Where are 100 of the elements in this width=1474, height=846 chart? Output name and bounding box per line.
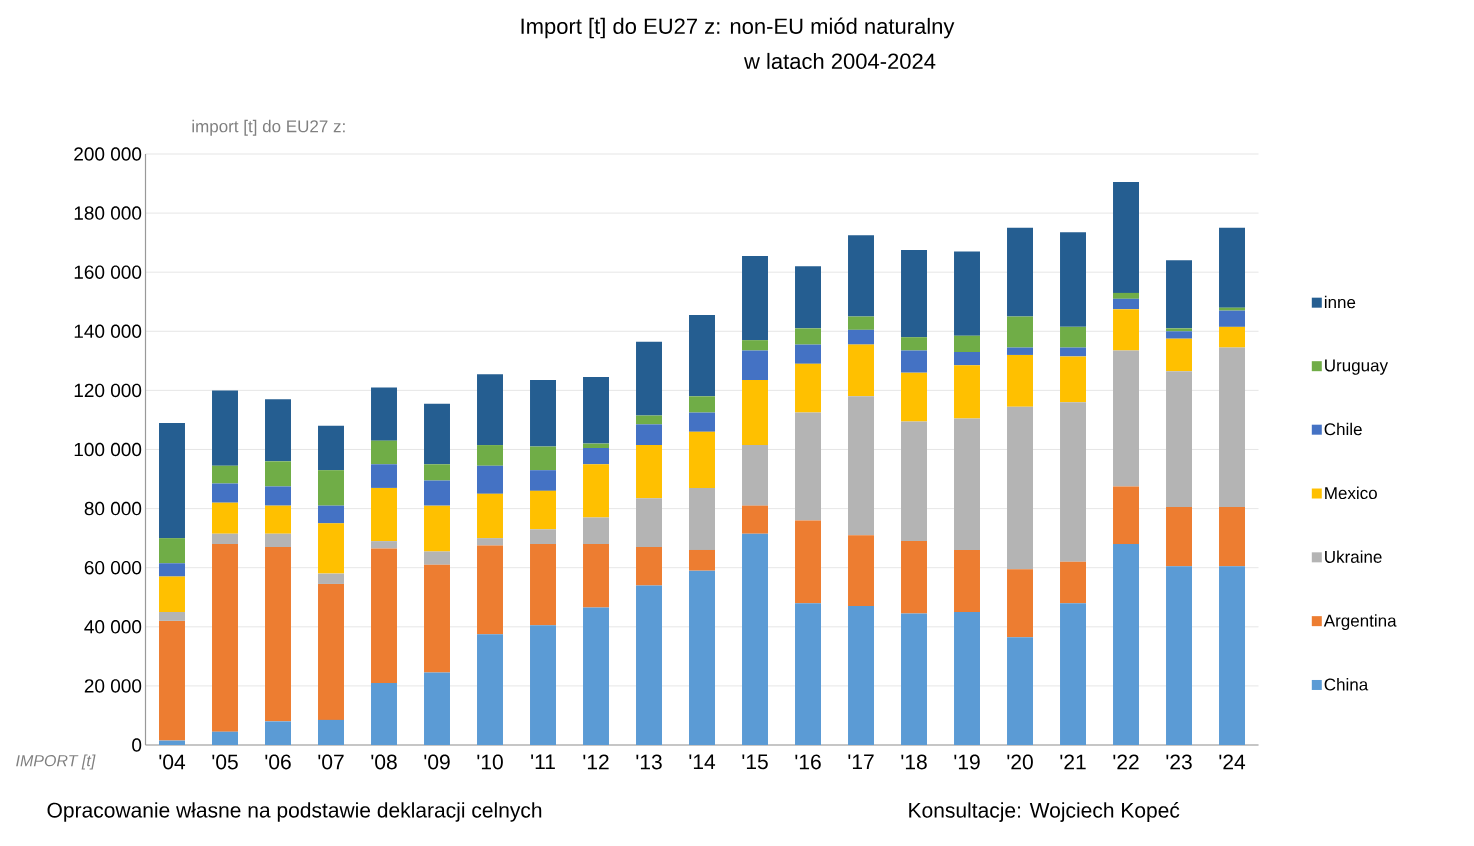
- x-tick-label: '20: [1007, 754, 1033, 770]
- bar: [689, 487, 715, 550]
- bar: [636, 547, 662, 586]
- bar: [742, 350, 768, 381]
- bar: [795, 344, 821, 364]
- legend-label: Uruguay: [1325, 359, 1389, 375]
- bar: [318, 470, 344, 506]
- bar: [371, 387, 397, 441]
- bar: [1007, 227, 1033, 317]
- bar: [159, 563, 185, 577]
- bar: [901, 541, 927, 614]
- bar: [1219, 507, 1245, 567]
- x-tick-label: '10: [477, 754, 503, 770]
- bar: [689, 431, 715, 488]
- y-tick-label: 120 000: [74, 383, 142, 398]
- text: Konsultacje: Wojciech Kopeć: [909, 802, 1180, 822]
- bar: [424, 464, 450, 481]
- bar: [212, 731, 238, 745]
- bar: [371, 548, 397, 683]
- bar: [1166, 566, 1192, 745]
- bar: [212, 390, 238, 466]
- y-tick-label: 160 000: [74, 265, 142, 279]
- bar: [583, 517, 609, 545]
- bar: [848, 535, 874, 607]
- bar: [848, 316, 874, 330]
- bar: [583, 544, 609, 608]
- bar: [371, 541, 397, 549]
- bar: [371, 464, 397, 488]
- bar: [1007, 347, 1033, 355]
- x-tick-label: '06: [265, 754, 291, 770]
- legend-label: Mexico: [1325, 486, 1377, 500]
- bar: [424, 564, 450, 673]
- bar: [583, 464, 609, 518]
- legend-label: Chile: [1324, 422, 1362, 436]
- bar: [477, 374, 503, 446]
- bar: [1113, 544, 1139, 745]
- bar: [371, 487, 397, 542]
- bar: [1166, 338, 1192, 372]
- bar: [583, 377, 609, 444]
- bar: [1060, 356, 1086, 403]
- bar: [742, 505, 768, 534]
- bar: [477, 445, 503, 466]
- bar: [318, 505, 344, 524]
- bar: [1007, 316, 1033, 348]
- x-tick-label: '07: [318, 754, 344, 770]
- bar: [1219, 326, 1245, 348]
- bar: [530, 490, 556, 530]
- bar: [742, 380, 768, 446]
- bar: [1219, 307, 1245, 311]
- bar: [636, 498, 662, 548]
- bar: [1113, 350, 1139, 487]
- bar: [159, 576, 185, 613]
- bar: [1113, 182, 1139, 293]
- bar: [1060, 603, 1086, 745]
- bar: [901, 613, 927, 745]
- bar: [848, 235, 874, 317]
- bar: [159, 538, 185, 564]
- y-tick-label: 0: [132, 738, 142, 752]
- bar: [636, 424, 662, 446]
- bar: [1113, 292, 1139, 299]
- bar: [1060, 326, 1086, 348]
- chart-subtitle: w latach 2004-2024: [743, 52, 936, 70]
- bar: [954, 612, 980, 745]
- bar: [1007, 637, 1033, 745]
- bar: [1166, 507, 1192, 567]
- x-tick-label: '11: [531, 754, 555, 769]
- bar: [689, 549, 715, 571]
- bar: [742, 340, 768, 351]
- bar: [265, 399, 291, 462]
- bar: [424, 480, 450, 506]
- bar: [318, 425, 344, 471]
- bar: [212, 502, 238, 534]
- bar: [265, 486, 291, 506]
- legend-label: Argentina: [1323, 614, 1397, 631]
- x-tick-label: '14: [689, 754, 716, 769]
- x-tick-label: '15: [742, 754, 768, 770]
- bar: [530, 380, 556, 447]
- bar: [424, 551, 450, 565]
- chart-title: Import [t] do EU27 z: non-EU miód naturalny: [521, 17, 955, 39]
- bar: [265, 505, 291, 534]
- bar: [318, 573, 344, 584]
- y-axis-title: import [t] do EU27 z:: [192, 119, 345, 136]
- bar: [477, 538, 503, 546]
- bar: [954, 365, 980, 419]
- bar: [954, 351, 980, 366]
- bar: [901, 372, 927, 422]
- x-tick-label: '13: [636, 754, 662, 770]
- bar: [1060, 232, 1086, 327]
- bar: [954, 418, 980, 550]
- bar: [848, 329, 874, 345]
- text: Opracowanie własne na podstawie deklaracji celnych: [47, 802, 542, 822]
- bar: [159, 740, 185, 745]
- y-tick-label: 60 000: [84, 560, 142, 575]
- bar: [265, 547, 291, 722]
- x-tick-label: '23: [1166, 754, 1192, 770]
- bar: [583, 443, 609, 449]
- x-tick-label: '19: [954, 754, 980, 770]
- bar: [583, 448, 609, 465]
- y-tick-label: 100 000: [74, 442, 142, 457]
- bar: [742, 255, 768, 341]
